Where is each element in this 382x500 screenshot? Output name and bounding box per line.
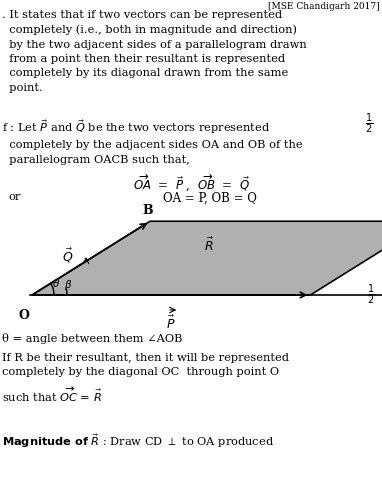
Text: . It states that if two vectors can be represented
  completely (i.e., both in m: . It states that if two vectors can be r… (2, 10, 307, 93)
Text: If R be their resultant, then it will be represented
completely by the diagonal : If R be their resultant, then it will be… (2, 353, 289, 405)
Text: O: O (19, 309, 29, 322)
Text: $\vec{Q}$: $\vec{Q}$ (62, 247, 73, 266)
Text: B: B (143, 204, 153, 217)
Text: $\beta$: $\beta$ (64, 278, 72, 292)
Text: OA = P, OB = Q: OA = P, OB = Q (163, 192, 257, 205)
Text: $\frac{1}{2}$: $\frac{1}{2}$ (365, 112, 373, 136)
Polygon shape (32, 221, 382, 295)
Text: $\theta$: $\theta$ (52, 277, 60, 289)
Text: $\mathbf{Magnitude\ of}$ $\vec{R}$ : Draw CD $\perp$ to OA produced: $\mathbf{Magnitude\ of}$ $\vec{R}$ : Dra… (2, 432, 274, 450)
Text: or: or (8, 192, 20, 202)
Text: f : Let $\vec{P}$ and $\vec{Q}$ be the two vectors represented
  completely by t: f : Let $\vec{P}$ and $\vec{Q}$ be the t… (2, 118, 303, 164)
Text: $\vec{R}$: $\vec{R}$ (204, 236, 213, 254)
Text: θ = angle between them ∠AOB: θ = angle between them ∠AOB (2, 333, 183, 344)
Text: $\frac{1}{2}$: $\frac{1}{2}$ (367, 283, 375, 307)
Text: $\overrightarrow{OA}$  =  $\vec{P}$ ,  $\overrightarrow{OB}$  =  $\vec{Q}$: $\overrightarrow{OA}$ = $\vec{P}$ , $\ov… (133, 173, 249, 194)
Text: $\vec{P}$: $\vec{P}$ (167, 315, 176, 332)
Text: [MSE Chandigarh 2017]: [MSE Chandigarh 2017] (269, 2, 380, 11)
